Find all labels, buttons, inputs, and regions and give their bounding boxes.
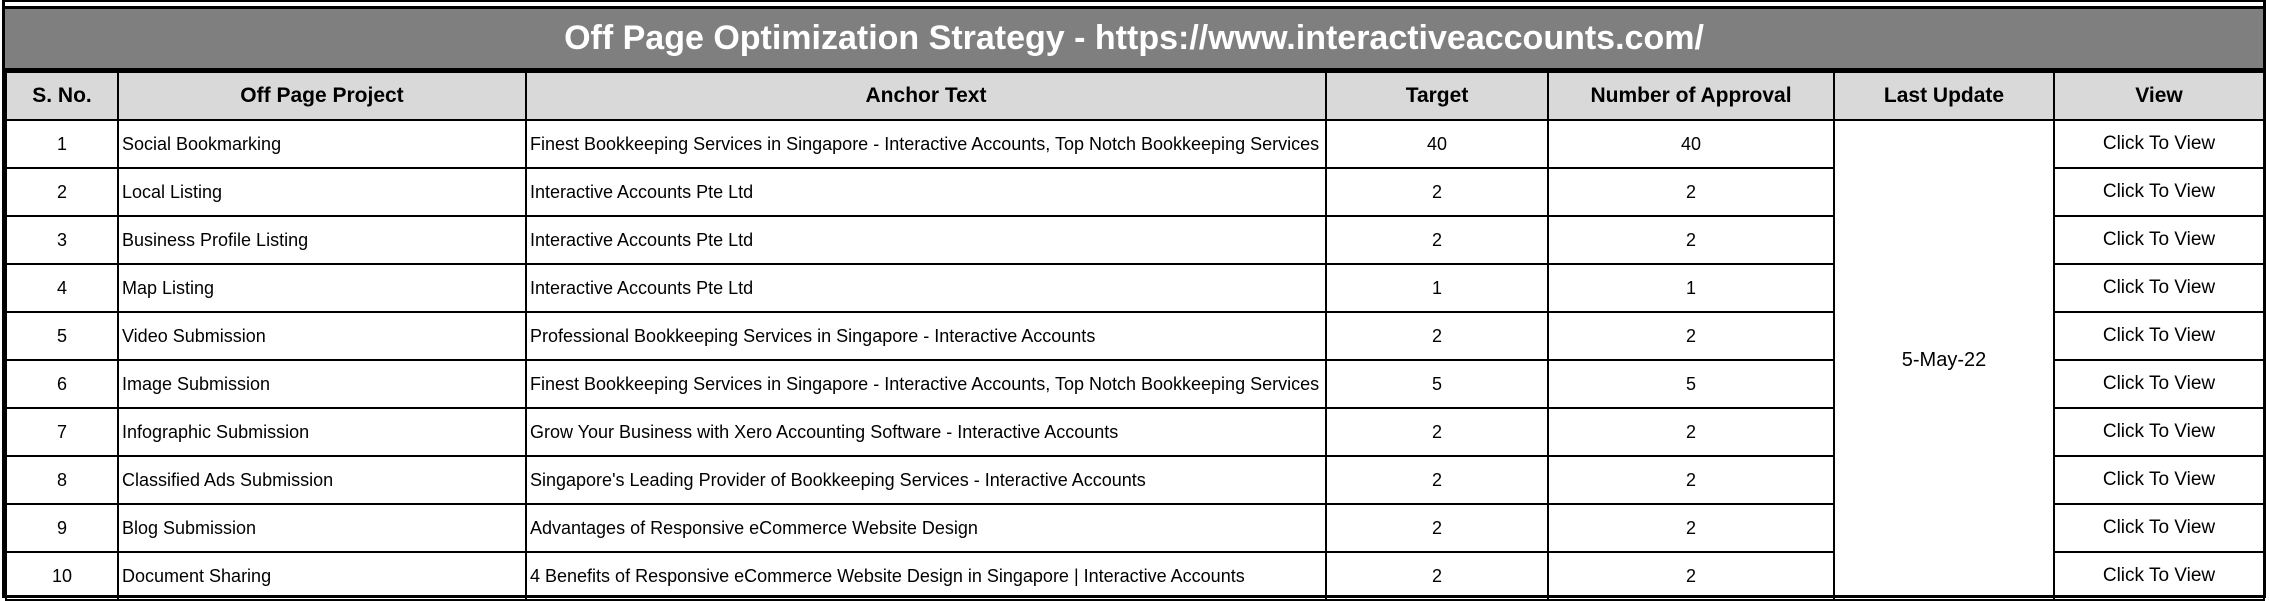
cell-sno: 5 [5, 311, 119, 361]
cell-approval: 2 [1547, 167, 1835, 217]
cell-project: Document Sharing [117, 551, 527, 601]
cell-sno: 7 [5, 407, 119, 457]
col-header-view: View [2053, 71, 2265, 121]
cell-anchor-text: Professional Bookkeeping Services in Sin… [525, 311, 1327, 361]
cell-anchor-text: Grow Your Business with Xero Accounting … [525, 407, 1327, 457]
cell-target: 2 [1325, 551, 1549, 601]
cell-project: Image Submission [117, 359, 527, 409]
cell-anchor-text: Finest Bookkeeping Services in Singapore… [525, 119, 1327, 169]
cell-project: Classified Ads Submission [117, 455, 527, 505]
strategy-table: S. No. Off Page Project Anchor Text Targ… [5, 71, 2265, 601]
cell-approval: 2 [1547, 455, 1835, 505]
col-header-approval: Number of Approval [1547, 71, 1835, 121]
table-row: 8 Classified Ads Submission Singapore's Le… [5, 455, 2265, 505]
cell-sno: 9 [5, 503, 119, 553]
cell-target: 2 [1325, 215, 1549, 265]
cell-approval: 40 [1547, 119, 1835, 169]
cell-project: Video Submission [117, 311, 527, 361]
table-row: 9 Blog Submission Advantages of Responsive… [5, 503, 2265, 553]
cell-anchor-text: Finest Bookkeeping Services in Singapore… [525, 359, 1327, 409]
cell-project: Map Listing [117, 263, 527, 313]
cell-sno: 2 [5, 167, 119, 217]
cell-anchor-text: Interactive Accounts Pte Ltd [525, 215, 1327, 265]
top-border-row [5, 2, 2263, 9]
col-header-project: Off Page Project [117, 71, 527, 121]
cell-approval: 5 [1547, 359, 1835, 409]
table-row: 10 Document Sharing 4 Benefits of Responsi… [5, 551, 2265, 601]
table-row: 3 Business Profile Listing Interactive Acc… [5, 215, 2265, 265]
cell-target: 2 [1325, 311, 1549, 361]
click-to-view-link[interactable]: Click To View [2053, 311, 2265, 361]
cell-anchor-text: 4 Benefits of Responsive eCommerce Websi… [525, 551, 1327, 601]
cell-target: 2 [1325, 167, 1549, 217]
table-row: 6 Image Submission Finest Bookkeeping Serv… [5, 359, 2265, 409]
cell-project: Blog Submission [117, 503, 527, 553]
click-to-view-link[interactable]: Click To View [2053, 215, 2265, 265]
col-header-target: Target [1325, 71, 1549, 121]
click-to-view-link[interactable]: Click To View [2053, 551, 2265, 601]
cell-project: Business Profile Listing [117, 215, 527, 265]
col-header-anchor: Anchor Text [525, 71, 1327, 121]
click-to-view-link[interactable]: Click To View [2053, 359, 2265, 409]
col-header-last-update: Last Update [1833, 71, 2055, 121]
cell-target: 1 [1325, 263, 1549, 313]
cell-approval: 2 [1547, 407, 1835, 457]
cell-approval: 2 [1547, 311, 1835, 361]
cell-target: 2 [1325, 407, 1549, 457]
cell-approval: 2 [1547, 215, 1835, 265]
click-to-view-link[interactable]: Click To View [2053, 119, 2265, 169]
cell-project: Social Bookmarking [117, 119, 527, 169]
cell-last-update: 5-May-22 [1833, 119, 2055, 601]
table-row: 2 Local Listing Interactive Accounts Pte L… [5, 167, 2265, 217]
table-row: 5 Video Submission Professional Bookkeepin… [5, 311, 2265, 361]
click-to-view-link[interactable]: Click To View [2053, 263, 2265, 313]
cell-sno: 10 [5, 551, 119, 601]
cell-sno: 6 [5, 359, 119, 409]
cell-sno: 3 [5, 215, 119, 265]
sheet-title: Off Page Optimization Strategy - https:/… [5, 9, 2263, 71]
cell-anchor-text: Interactive Accounts Pte Ltd [525, 167, 1327, 217]
table-body: 1 Social Bookmarking Finest Bookkeeping Se… [5, 119, 2265, 601]
cell-sno: 1 [5, 119, 119, 169]
col-header-sno: S. No. [5, 71, 119, 121]
cell-approval: 1 [1547, 263, 1835, 313]
click-to-view-link[interactable]: Click To View [2053, 455, 2265, 505]
cell-target: 2 [1325, 455, 1549, 505]
table-row: 1 Social Bookmarking Finest Bookkeeping Se… [5, 119, 2265, 601]
cell-approval: 2 [1547, 503, 1835, 553]
click-to-view-link[interactable]: Click To View [2053, 407, 2265, 457]
cell-project: Local Listing [117, 167, 527, 217]
cell-approval: 2 [1547, 551, 1835, 601]
cell-anchor-text: Singapore's Leading Provider of Bookkeep… [525, 455, 1327, 505]
cell-target: 40 [1325, 119, 1549, 169]
table-row: 4 Map Listing Interactive Accounts Pte Ltd… [5, 263, 2265, 313]
click-to-view-link[interactable]: Click To View [2053, 167, 2265, 217]
cell-target: 5 [1325, 359, 1549, 409]
cell-project: Infographic Submission [117, 407, 527, 457]
table-row: 7 Infographic Submission Grow Your Busines… [5, 407, 2265, 457]
header-row: S. No. Off Page Project Anchor Text Targ… [5, 71, 2265, 121]
cell-sno: 8 [5, 455, 119, 505]
cell-anchor-text: Advantages of Responsive eCommerce Websi… [525, 503, 1327, 553]
cell-sno: 4 [5, 263, 119, 313]
cell-anchor-text: Interactive Accounts Pte Ltd [525, 263, 1327, 313]
cell-target: 2 [1325, 503, 1549, 553]
click-to-view-link[interactable]: Click To View [2053, 503, 2265, 553]
